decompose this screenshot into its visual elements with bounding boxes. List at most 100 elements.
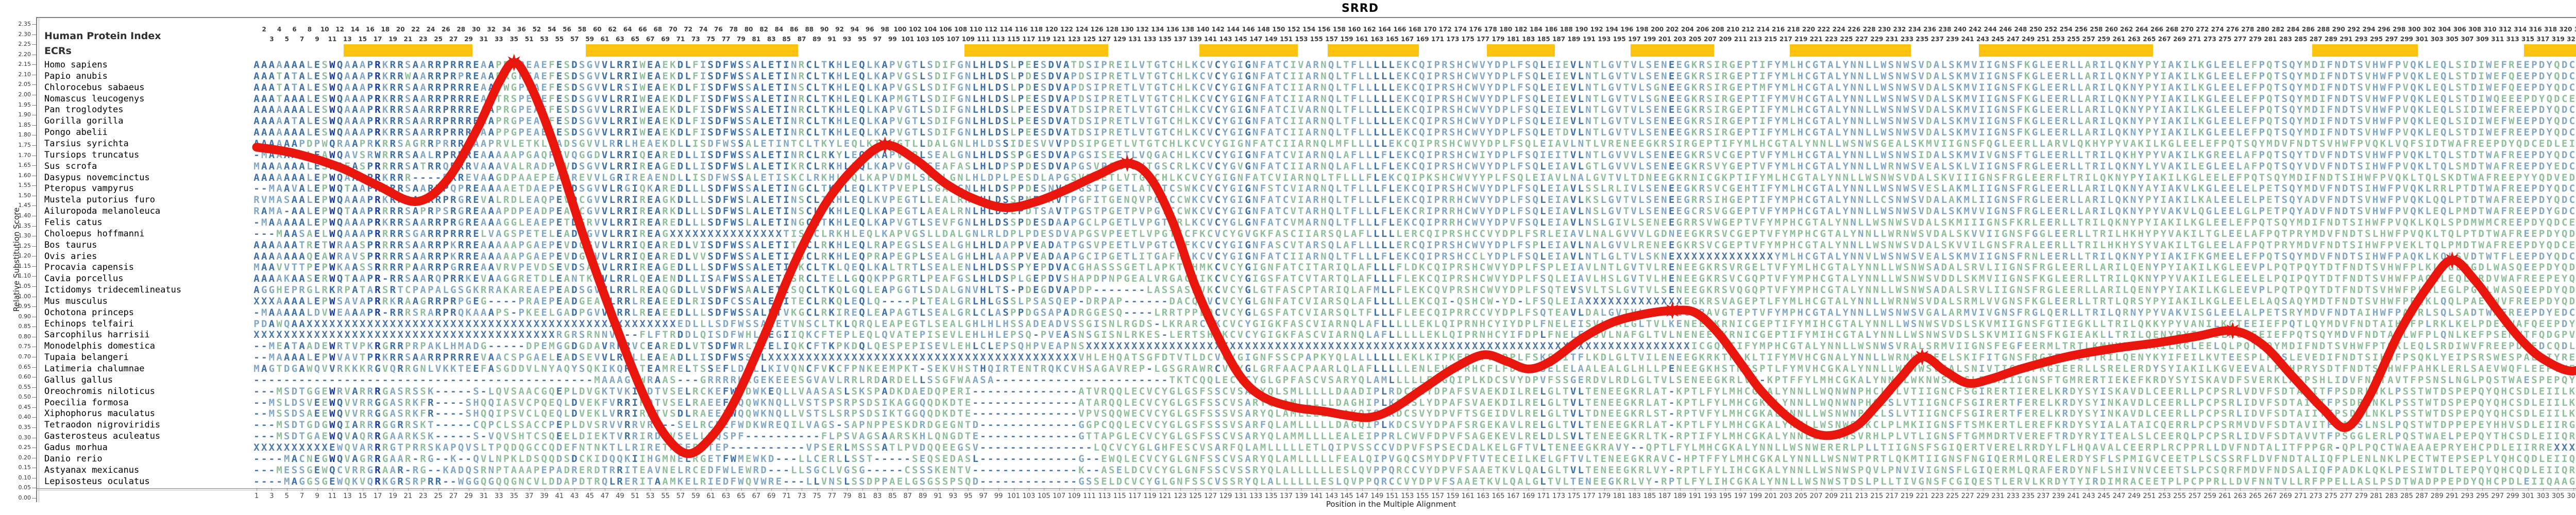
bottom-ruler-number: 259 (2203, 492, 2216, 500)
top-ruler-number: 21 (403, 36, 413, 43)
top-ruler-number: 202 (1666, 26, 1679, 33)
bottom-ruler-number: 39 (540, 492, 549, 500)
bottom-ruler-number: 99 (994, 492, 1003, 500)
top-ruler-number: 283 (2279, 36, 2292, 43)
top-ruler-number: 94 (850, 26, 859, 33)
bottom-ruler-number: 251 (2143, 492, 2156, 500)
bottom-ruler-number: 9 (315, 492, 319, 500)
top-ruler-number: 130 (1121, 26, 1134, 33)
bottom-ruler-number: 257 (2188, 492, 2201, 500)
y-tick-label: 1.00 (18, 293, 31, 300)
top-ruler-number: 4 (277, 26, 282, 33)
bottom-ruler-number: 95 (964, 492, 973, 500)
bottom-ruler-number: 97 (979, 492, 988, 500)
species-name: Tupaia belangeri (44, 352, 129, 363)
bottom-ruler-number: 133 (1249, 492, 1263, 500)
y-tick-label: 0.25 (18, 444, 31, 451)
top-ruler-number: 151 (1280, 36, 1293, 43)
top-ruler-number: 185 (1537, 36, 1550, 43)
bottom-ruler-number: 129 (1219, 492, 1232, 500)
top-ruler-number: 303 (2430, 36, 2444, 43)
top-ruler-number: 201 (1658, 36, 1671, 43)
top-ruler-number: 316 (2529, 26, 2542, 33)
y-tick-label: 0.85 (18, 323, 31, 330)
top-ruler-number: 268 (2165, 26, 2179, 33)
top-ruler-number: 214 (1756, 26, 1770, 33)
bottom-ruler-number: 205 (1794, 492, 1808, 500)
top-ruler-number: 60 (592, 26, 602, 33)
bottom-ruler-number: 149 (1370, 492, 1384, 500)
top-ruler-number: 245 (1991, 36, 2005, 43)
top-ruler-number: 89 (812, 36, 821, 43)
top-ruler-number: 181 (1506, 36, 1520, 43)
y-tick-label: 0.35 (18, 424, 31, 431)
top-ruler-number: 293 (2354, 36, 2368, 43)
top-ruler-number: 238 (1938, 26, 1952, 33)
bottom-ruler-number: 5 (284, 492, 289, 500)
y-tick-label: 1.75 (18, 141, 31, 148)
bottom-ruler-number: 85 (888, 492, 897, 500)
x-axis-label: Position in the Multiple Alignment (1326, 500, 1456, 509)
top-ruler-number: 182 (1514, 26, 1528, 33)
y-tick-mark (32, 24, 36, 25)
top-ruler-number: 231 (1885, 36, 1899, 43)
top-ruler-number: 19 (388, 36, 397, 43)
top-ruler-number: 285 (2294, 36, 2308, 43)
y-tick-label: 0.60 (18, 373, 31, 381)
top-ruler-number: 138 (1181, 26, 1195, 33)
top-ruler-number: 255 (2067, 36, 2080, 43)
bottom-ruler-number: 169 (1522, 492, 1535, 500)
top-ruler-number: 134 (1151, 26, 1164, 33)
y-tick-label: 0.70 (18, 353, 31, 360)
bottom-ruler-number: 29 (464, 492, 473, 500)
bottom-ruler-number: 161 (1461, 492, 1475, 500)
bottom-ruler-number: 167 (1506, 492, 1520, 500)
bottom-ruler-number: 241 (2067, 492, 2080, 500)
top-ruler-number: 209 (1719, 36, 1732, 43)
species-name: Tetraodon nigroviridis (44, 420, 161, 431)
top-ruler-number: 58 (578, 26, 587, 33)
top-ruler-number: 314 (2514, 26, 2527, 33)
top-ruler-number: 217 (1779, 36, 1792, 43)
bottom-ruler-number: 295 (2476, 492, 2489, 500)
bottom-ruler-number: 63 (721, 492, 731, 500)
bottom-ruler-number: 175 (1567, 492, 1581, 500)
top-ruler-number: 92 (835, 26, 844, 33)
bottom-ruler-number: 193 (1704, 492, 1717, 500)
species-name: Cavia porcellus (44, 273, 124, 284)
top-ruler-number: 237 (1930, 36, 1944, 43)
top-ruler-number: 142 (1211, 26, 1225, 33)
species-name: Xiphophorus maculatus (44, 408, 155, 419)
top-ruler-number: 132 (1136, 26, 1149, 33)
top-ruler-number: 106 (939, 26, 952, 33)
top-ruler-number: 51 (524, 36, 534, 43)
top-ruler-number: 313 (2506, 36, 2519, 43)
y-tick-mark (32, 125, 36, 126)
bottom-ruler-number: 21 (403, 492, 413, 500)
top-ruler-number: 66 (638, 26, 647, 33)
bottom-ruler-number: 279 (2354, 492, 2368, 500)
top-ruler-number: 87 (797, 36, 806, 43)
top-ruler-number: 208 (1711, 26, 1724, 33)
bottom-ruler-number: 173 (1552, 492, 1566, 500)
y-tick-mark (32, 387, 36, 388)
y-tick-label: 0.50 (18, 393, 31, 401)
top-ruler-number: 15 (358, 36, 367, 43)
top-ruler-number: 252 (2044, 26, 2058, 33)
bottom-ruler-number: 23 (419, 492, 428, 500)
y-tick-label: 0.55 (18, 383, 31, 390)
top-ruler-number: 233 (1901, 36, 1914, 43)
top-ruler-number: 10 (320, 26, 329, 33)
top-ruler-number: 117 (1022, 36, 1036, 43)
y-tick-mark (32, 498, 36, 499)
ecr-bar (1979, 44, 2154, 57)
